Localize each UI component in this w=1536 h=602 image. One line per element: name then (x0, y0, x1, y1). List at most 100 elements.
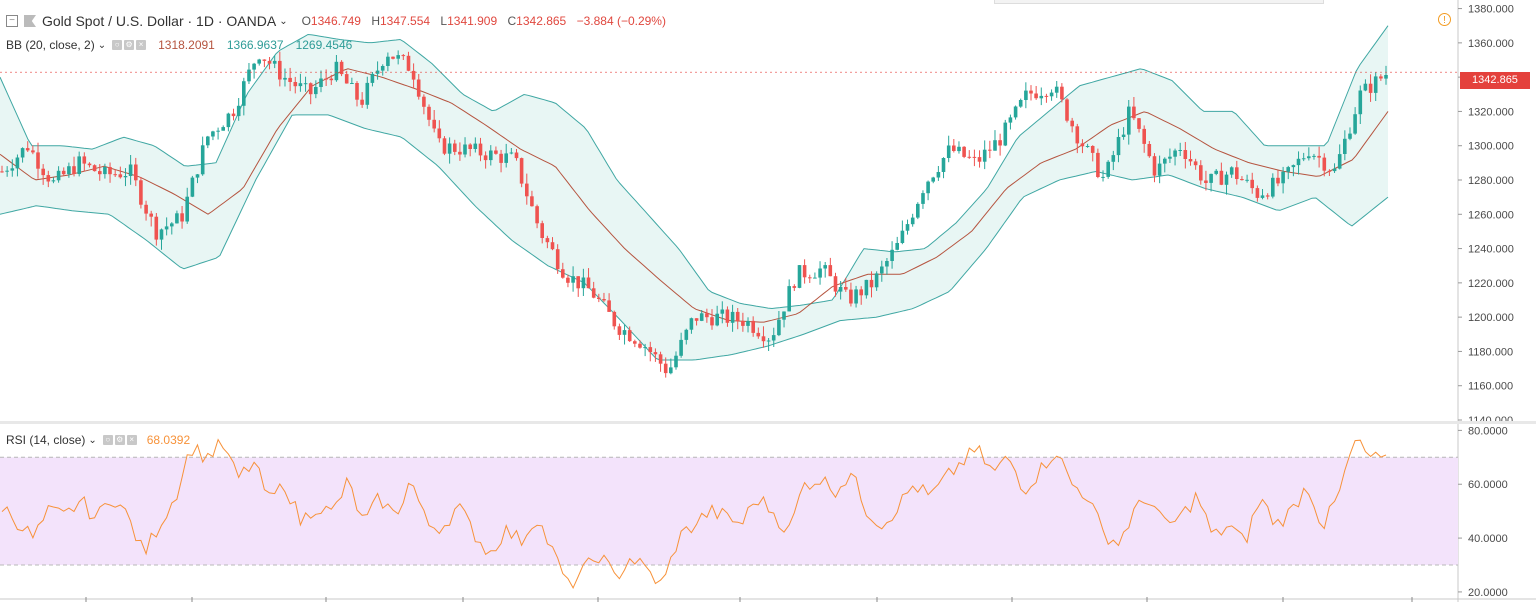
candle-body (437, 128, 442, 139)
chevron-down-icon[interactable]: ⌄ (88, 434, 97, 446)
candle-body (576, 276, 580, 289)
chevron-down-icon[interactable]: ⌄ (97, 39, 107, 51)
price-tick-label: 1300.000 (1468, 141, 1514, 153)
candle-body (267, 60, 272, 64)
candle-body (391, 56, 395, 59)
candle-body (1168, 156, 1172, 159)
candle-body (1204, 180, 1208, 183)
candle-body (1090, 146, 1095, 153)
candle-body (1307, 156, 1311, 159)
candle-body (103, 167, 107, 175)
candle-body (869, 279, 874, 288)
candle-body (1121, 134, 1126, 137)
candle-body (380, 66, 385, 71)
rsi-label[interactable]: RSI (14, close) (6, 433, 86, 447)
candle-body (1054, 86, 1059, 93)
candle-body (797, 265, 802, 288)
candle-body (15, 157, 20, 169)
candle-body (895, 243, 899, 250)
candle-body (1317, 155, 1321, 158)
candle-body (211, 131, 215, 137)
high-value: 1347.554 (380, 14, 431, 28)
candle-body (617, 326, 622, 335)
price-tick-label: 1160.000 (1468, 381, 1513, 393)
rsi-legend: RSI (14, close) ⌄ ○ ⚙ × 68.0392 (6, 433, 190, 447)
pane-separator[interactable] (0, 421, 1536, 424)
candle-body (1224, 174, 1229, 185)
eye-icon[interactable]: ○ (102, 435, 113, 445)
candle-body (1265, 195, 1270, 197)
candle-body (185, 196, 189, 222)
candle-body (581, 277, 586, 289)
candle-body (422, 96, 426, 107)
candle-body (566, 277, 570, 283)
candle-body (1255, 188, 1260, 198)
candle-body (226, 113, 231, 128)
candle-body (92, 165, 97, 172)
candle-body (849, 289, 853, 304)
candle-body (694, 318, 699, 321)
collapse-icon[interactable]: − (6, 15, 18, 27)
candle-body (231, 113, 236, 117)
candle-body (874, 273, 879, 288)
candle-body (190, 177, 195, 197)
chevron-down-icon[interactable]: ⌄ (279, 15, 288, 27)
candle-body (10, 168, 15, 171)
remove-icon[interactable]: × (126, 435, 137, 445)
candle-body (802, 265, 807, 278)
candle-body (319, 78, 323, 87)
candle-body (1096, 152, 1100, 177)
candle-body (735, 311, 740, 321)
candle-body (1348, 133, 1352, 139)
price-tick-label: 1380.000 (1468, 4, 1514, 16)
candle-body (746, 320, 750, 326)
candle-body (1049, 92, 1054, 97)
top-tooltip-frame (994, 0, 1324, 4)
candle-body (1250, 179, 1254, 189)
candle-body (1013, 106, 1018, 118)
candle-body (1065, 99, 1069, 121)
candle-body (442, 138, 447, 154)
candle-body (339, 61, 344, 75)
settings-icon[interactable]: ⚙ (114, 435, 125, 445)
candle-body (535, 206, 539, 224)
candle-body (478, 143, 483, 156)
candle-body (5, 170, 9, 172)
candle-body (1229, 167, 1234, 175)
candle-body (283, 77, 287, 80)
eye-icon[interactable]: ○ (112, 40, 123, 50)
candle-body (818, 268, 822, 278)
open-label: O (301, 14, 311, 28)
candle-body (314, 87, 318, 95)
symbol-title[interactable]: Gold Spot / U.S. Dollar · 1D · OANDA (42, 13, 277, 29)
candle-body (51, 180, 56, 182)
price-tick-label: 1320.000 (1468, 106, 1514, 118)
candle-body (1116, 137, 1121, 156)
candle-body (134, 164, 138, 181)
bb-label[interactable]: BB (20, close, 2) (6, 38, 95, 52)
bb-upper-line (0, 25, 1389, 310)
candle-body (1379, 76, 1383, 79)
candle-body (149, 213, 153, 217)
candle-body (298, 83, 303, 87)
flag-icon[interactable] (24, 15, 36, 27)
bb-lower-line (0, 114, 1389, 361)
candle-body (905, 224, 910, 231)
candle-body (838, 287, 843, 292)
alert-icon[interactable]: ! (1438, 13, 1451, 26)
candle-body (540, 223, 544, 238)
candle-body (77, 156, 81, 174)
remove-icon[interactable]: × (136, 40, 147, 50)
price-tick-label: 1260.000 (1468, 209, 1514, 221)
settings-icon[interactable]: ⚙ (124, 40, 135, 50)
candle-body (921, 193, 925, 204)
candle-body (833, 276, 838, 292)
candle-body (699, 313, 704, 321)
candle-body (344, 74, 349, 84)
candle-body (262, 59, 267, 61)
candle-body (679, 339, 683, 356)
change-value: −3.884 (−0.29%) (576, 14, 666, 28)
candle-body (1312, 155, 1316, 157)
candle-body (257, 59, 261, 64)
